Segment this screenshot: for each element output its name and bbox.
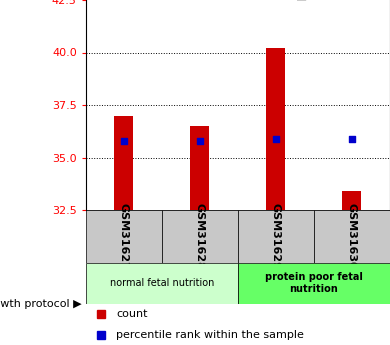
Bar [114, 116, 133, 210]
Text: percentile rank within the sample: percentile rank within the sample [116, 330, 304, 340]
Text: normal fetal nutrition: normal fetal nutrition [110, 278, 214, 288]
Text: growth protocol ▶: growth protocol ▶ [0, 299, 82, 308]
Bar [238, 210, 314, 263]
Text: GSM31630: GSM31630 [347, 203, 357, 269]
Point [121, 138, 127, 144]
Point [197, 138, 203, 144]
Text: count: count [116, 309, 148, 319]
Text: GSM31627: GSM31627 [119, 203, 129, 270]
Text: protein poor fetal
nutrition: protein poor fetal nutrition [265, 272, 363, 294]
Bar [86, 263, 238, 304]
Bar [314, 210, 390, 263]
Point [273, 136, 279, 141]
Bar [86, 210, 162, 263]
Bar [162, 210, 238, 263]
Text: GSM31628: GSM31628 [195, 203, 205, 270]
Bar [266, 48, 285, 210]
Point [349, 136, 355, 141]
Bar [190, 126, 209, 210]
Text: GSM31629: GSM31629 [271, 203, 281, 270]
Bar [342, 191, 362, 210]
Bar [238, 263, 390, 304]
